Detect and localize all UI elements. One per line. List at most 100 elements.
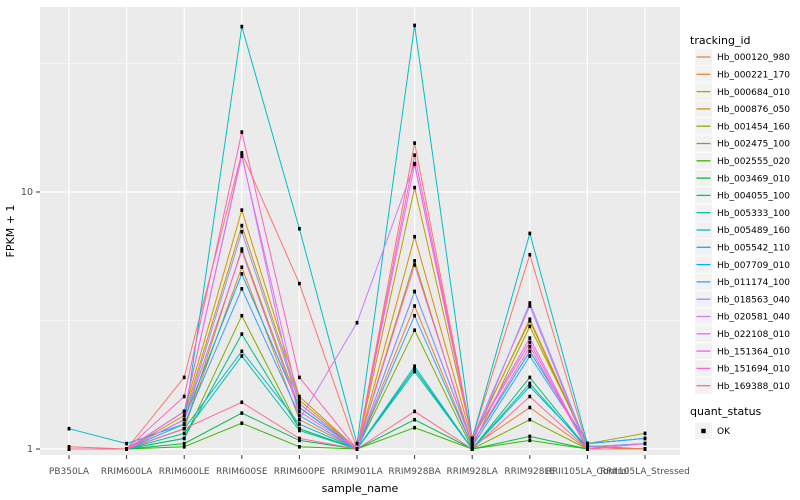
data-point (240, 154, 244, 158)
legend-entry-Hb_151364_010: Hb_151364_010 (695, 342, 790, 360)
legend-label: Hb_151694_010 (717, 365, 790, 375)
x-tick-label-RRIM901LA: RRIM901LA (331, 467, 383, 477)
legend-entry-Hb_003469_010: Hb_003469_010 (695, 169, 790, 187)
legend-quant-status: quant_status OK (690, 405, 762, 440)
legend-label: Hb_004055_100 (717, 192, 790, 202)
data-point (413, 153, 416, 157)
legend-label: Hb_022108_010 (717, 330, 790, 340)
data-point (528, 349, 532, 354)
x-axis-title: sample_name (322, 482, 399, 495)
x-tick-label-PB350LA: PB350LA (49, 467, 90, 477)
data-point (413, 141, 416, 145)
data-point (413, 259, 416, 263)
data-point (413, 417, 416, 422)
data-point (528, 381, 532, 386)
data-point (240, 130, 244, 134)
plot-panel (40, 7, 680, 455)
legend-entry-Hb_169388_010: Hb_169388_010 (695, 377, 790, 394)
data-point (413, 234, 416, 239)
legend-label: Hb_151364_010 (717, 347, 790, 357)
data-point (240, 230, 244, 234)
data-point (240, 265, 244, 269)
x-tick-label-RRII105LA_Control: RRII105LA_Control (546, 467, 629, 477)
data-point (528, 417, 532, 422)
legend-label: Hb_000120_980 (717, 53, 790, 63)
data-point (413, 304, 416, 308)
data-point (528, 394, 532, 399)
data-point (528, 405, 532, 410)
data-point (182, 441, 186, 446)
legend2-title: quant_status (690, 405, 762, 418)
data-point (182, 375, 186, 380)
data-point (182, 417, 186, 422)
data-point (182, 409, 186, 414)
x-tick-label-RRIM928BA: RRIM928BA (388, 467, 441, 477)
data-point (298, 445, 301, 449)
legend-entry-Hb_007709_010: Hb_007709_010 (695, 256, 790, 273)
data-point (586, 447, 589, 451)
data-point (298, 428, 301, 433)
data-point (528, 301, 532, 305)
data-point (182, 426, 186, 431)
data-point (528, 344, 532, 349)
data-point (413, 328, 416, 332)
data-point (182, 413, 186, 418)
data-point (240, 208, 244, 212)
legend-entry-Hb_004055_100: Hb_004055_100 (695, 187, 790, 204)
data-point (413, 23, 416, 28)
data-point (528, 231, 532, 236)
legend-label: Hb_001454_160 (717, 122, 790, 132)
legend-label: Hb_020581_040 (717, 313, 790, 323)
y-axis-title: FPKM + 1 (4, 205, 17, 258)
data-point (298, 417, 301, 422)
data-point (240, 411, 244, 415)
data-point (470, 441, 474, 446)
data-point (298, 422, 301, 426)
legend2-entry-OK: OK (695, 422, 731, 440)
legend-label: Hb_007709_010 (717, 261, 790, 271)
data-point (298, 438, 301, 443)
data-point (586, 441, 589, 446)
data-point (586, 445, 589, 449)
data-point (240, 313, 244, 318)
data-point (240, 223, 244, 228)
legend-entry-Hb_005489_160: Hb_005489_160 (695, 221, 790, 239)
x-tick-label-RRIM928LE: RRIM928LE (504, 467, 555, 477)
data-point (528, 384, 532, 389)
legend-label: Hb_002475_100 (717, 140, 790, 150)
data-point (528, 304, 532, 308)
data-point (413, 313, 416, 318)
legend-entry-Hb_005333_100: Hb_005333_100 (695, 204, 790, 221)
data-point (240, 421, 244, 425)
y-tick-label: 10 (21, 187, 33, 198)
x-tick-label-RRIM600PE: RRIM600PE (274, 467, 326, 477)
data-point (528, 434, 532, 439)
data-point (298, 281, 301, 286)
data-point (643, 447, 647, 451)
data-point (298, 375, 301, 380)
data-point (298, 413, 301, 418)
data-point (470, 438, 474, 443)
legend-label: Hb_000684_010 (717, 88, 790, 98)
x-tick-label-RRIM600LA: RRIM600LA (101, 467, 153, 477)
data-point (470, 445, 474, 449)
data-point (413, 289, 416, 294)
data-point (528, 375, 532, 380)
legend2-label: OK (717, 427, 731, 437)
data-point (182, 445, 186, 449)
legend-tracking-id: tracking_id Hb_000120_980 Hb_000221_170 Hb_… (690, 34, 790, 394)
data-point (240, 332, 244, 336)
data-point (355, 320, 359, 325)
data-point (413, 162, 416, 167)
legend-label: Hb_005542_110 (717, 244, 790, 254)
x-tick-label-RRIM928LA: RRIM928LA (446, 467, 498, 477)
data-point (298, 226, 301, 231)
legend-label: Hb_000876_050 (717, 105, 790, 115)
legend-entry-Hb_020581_040: Hb_020581_040 (695, 308, 790, 325)
data-point (355, 441, 359, 446)
legend-entry-Hb_000120_980: Hb_000120_980 (695, 48, 790, 66)
legend-label: Hb_169388_010 (717, 382, 790, 392)
data-point (413, 425, 416, 430)
data-point (67, 426, 71, 431)
